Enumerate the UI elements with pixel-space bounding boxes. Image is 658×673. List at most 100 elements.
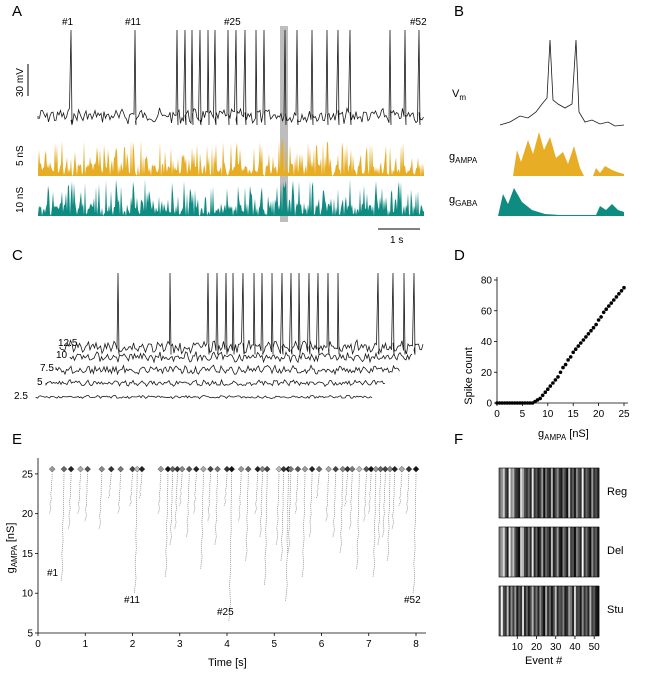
panel-d-point xyxy=(497,401,502,405)
panel-f-cell xyxy=(516,586,519,636)
panel-f-cell xyxy=(593,468,596,518)
panel-f-cell xyxy=(520,468,523,518)
panel-c-trace-7-5 xyxy=(55,364,400,376)
panel-f-cell xyxy=(589,468,592,518)
panel-f-cell xyxy=(583,586,586,636)
panel-e-decay-line xyxy=(325,473,329,522)
panel-f-cell xyxy=(499,527,502,577)
panel-e-event-marker xyxy=(263,465,271,473)
panel-d-x-tick-label: 15 xyxy=(568,409,580,420)
panel-e-decay-line xyxy=(223,473,228,506)
panel-f-cell xyxy=(579,468,582,518)
panel-f-cell xyxy=(531,527,534,577)
panel-e-event-marker xyxy=(391,465,399,473)
panel-d-point xyxy=(510,401,514,405)
panel-f-row-frame xyxy=(498,467,600,519)
panel-f-cell xyxy=(541,527,544,577)
panel-e-y-tick-label: 5 xyxy=(27,629,33,640)
panel-f-cell xyxy=(543,527,546,577)
panel-f-cell xyxy=(535,586,538,636)
panel-f-cell xyxy=(504,468,507,518)
panel-f-cell xyxy=(564,527,567,577)
panel-f-cell xyxy=(525,468,529,518)
panel-f-cell xyxy=(585,527,588,577)
panel-e-event-marker xyxy=(193,465,200,473)
panel-e-event-marker xyxy=(244,465,252,473)
panel-b-ampa-label: gAMPA xyxy=(449,151,478,165)
panel-f-cell xyxy=(537,468,540,518)
panel-b-ampa-trace xyxy=(513,132,624,176)
panel-e-event-marker xyxy=(60,465,68,473)
panel-d-xlabel: gAMPA [nS] xyxy=(538,428,589,442)
panel-f-cell xyxy=(550,586,554,636)
panel-f-cell xyxy=(518,586,521,636)
panel-e-decay-line xyxy=(391,473,396,530)
panel-e-x-tick-label: 5 xyxy=(271,639,277,650)
panel-e-event-marker xyxy=(348,465,356,473)
panel-e-decay-line xyxy=(386,473,391,562)
panel-e-decay-line xyxy=(157,473,162,514)
panel-f-cell xyxy=(508,586,511,636)
panel-a-event-label-11: #11 xyxy=(125,17,141,28)
panel-f-cell xyxy=(562,586,565,636)
panel-e-event-marker xyxy=(214,465,221,473)
panel-f-cell xyxy=(587,586,590,636)
panel-f-cell xyxy=(510,527,513,577)
panel-e-event-marker xyxy=(84,465,91,473)
panel-a-highlight-bar xyxy=(280,26,288,222)
panel-f-cell xyxy=(585,586,588,636)
panel-f-cell xyxy=(512,586,515,636)
panel-e-decay-line xyxy=(259,473,263,538)
panel-e-x-tick-label: 6 xyxy=(319,639,325,650)
panel-d-y-tick-label: 60 xyxy=(481,306,493,317)
panel-f-cell xyxy=(508,527,511,577)
panel-f-row-label-stu: Stu xyxy=(607,604,624,616)
panel-d-point xyxy=(596,318,601,322)
panel-a-gaba-scale-label: 10 nS xyxy=(15,187,26,213)
panel-d-point xyxy=(558,370,563,375)
panel-d-y-tick-label: 0 xyxy=(486,399,492,410)
panel-f-cell xyxy=(527,468,531,518)
panel-f-cell xyxy=(547,468,550,518)
panel-f-cell xyxy=(514,468,517,518)
panel-f-cell xyxy=(529,468,532,518)
panel-d-point xyxy=(513,401,517,405)
panel-f-cell xyxy=(520,527,523,577)
panel-d-point xyxy=(594,322,598,327)
panel-f-cell xyxy=(539,468,542,518)
panel-f-x-tick-label: 10 xyxy=(512,642,524,653)
panel-d-x-tick-label: 0 xyxy=(494,409,500,420)
panel-f-cell xyxy=(500,527,504,577)
panel-f-cell xyxy=(554,586,557,636)
panel-e-event-marker xyxy=(377,465,384,473)
panel-e-event-marker xyxy=(129,465,136,473)
panel-f-cell xyxy=(539,586,542,636)
panel-f-cell xyxy=(541,468,544,518)
panel-a-event-label-25: #25 xyxy=(224,17,241,28)
panel-f-cell xyxy=(539,527,542,577)
panel-f-cell xyxy=(556,586,559,636)
panel-f-x-tick-label: 50 xyxy=(589,642,601,653)
panel-e-event-marker xyxy=(200,465,207,473)
panel-e-decay-line xyxy=(348,473,353,530)
panel-d-point xyxy=(601,310,606,315)
panel-d-point xyxy=(589,328,593,333)
panel-e-event-label-52: #52 xyxy=(404,595,421,606)
panel-d-point xyxy=(614,295,619,299)
panel-d-point xyxy=(538,396,542,401)
panel-d-point xyxy=(525,401,530,405)
panel-f-cell xyxy=(562,527,565,577)
panel-d-point xyxy=(561,365,565,370)
panel-e-event-label-11: #11 xyxy=(124,595,140,606)
panel-e-decay-line xyxy=(237,473,242,522)
panel-f-cell xyxy=(499,468,502,518)
panel-e-decay-line xyxy=(228,473,233,622)
panel-e-decay-line xyxy=(84,473,88,522)
panel-f-cell xyxy=(568,527,571,577)
panel-f-cell xyxy=(549,527,552,577)
panel-e-y-tick-label: 10 xyxy=(22,589,34,600)
panel-e-event-marker xyxy=(382,465,389,473)
panel-f-x-tick-label: 30 xyxy=(550,642,562,653)
panel-d-x-tick-label: 5 xyxy=(520,409,526,420)
panel-f-cell xyxy=(504,527,507,577)
